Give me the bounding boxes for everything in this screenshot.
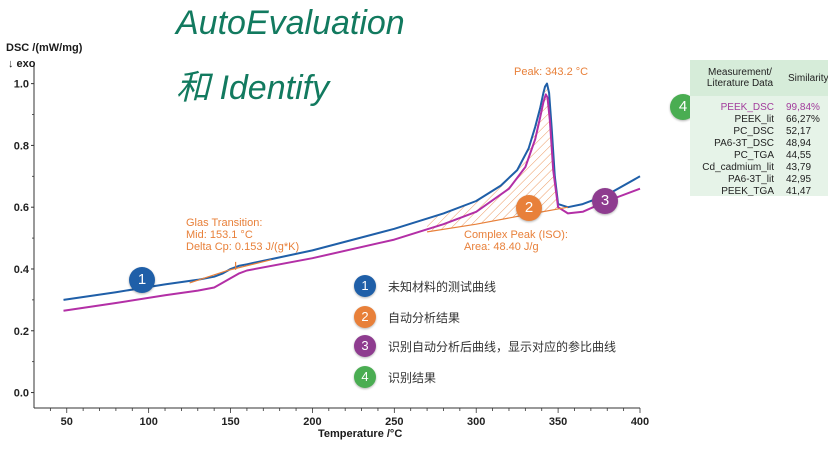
x-tick-label: 250	[385, 416, 403, 428]
legend-badge-3: 3	[354, 335, 376, 357]
glass-transition-mid: Mid: 153.1 °C	[186, 229, 253, 241]
row-value: 44,55	[786, 150, 812, 161]
similarity-table-header: Measurement/ Literature Data Similarity	[690, 60, 828, 96]
marker-3-badge: 3	[592, 188, 618, 214]
x-tick-label: 150	[221, 416, 239, 428]
legend-item-2: 2 自动分析结果	[354, 306, 460, 328]
legend-badge-2: 2	[354, 306, 376, 328]
y-tick-label: 0.0	[14, 388, 29, 400]
marker-2-badge: 2	[516, 195, 542, 221]
row-name: PA6-3T_lit	[728, 174, 774, 185]
x-tick-label: 300	[467, 416, 485, 428]
glass-transition-delta-cp: Delta Cp: 0.153 J/(g*K)	[186, 241, 300, 253]
row-value: 42,95	[786, 174, 812, 185]
reference-series-line	[63, 93, 641, 312]
row-value: 48,94	[786, 138, 812, 149]
similarity-row: PA6-3T_lit 42,95	[690, 174, 828, 186]
x-tick-label: 100	[139, 416, 157, 428]
y-tick-label: 1.0	[14, 79, 29, 91]
marker-1-badge: 1	[129, 267, 155, 293]
peak-area-hatch-layer	[427, 84, 568, 232]
row-value: 43,79	[786, 162, 812, 173]
axes: 0.0 0.2 0.4 0.6 0.8 1.0 50 100 150 200 250 300 350 40…	[14, 62, 649, 428]
y-axis-label: DSC /(mW/mg)	[6, 42, 83, 54]
row-value: 99,84%	[786, 102, 820, 113]
similarity-row: Cd_cadmium_lit 43,79	[690, 162, 828, 174]
y-tick-label: 0.4	[14, 264, 30, 276]
similarity-row: PA6-3T_DSC 48,94	[690, 138, 828, 150]
glass-transition-tangent	[189, 259, 272, 284]
legend-badge-4: 4	[354, 366, 376, 388]
complex-peak-title: Complex Peak (ISO):	[464, 229, 568, 241]
header-similarity: Similarity	[788, 73, 828, 84]
row-name: PC_TGA	[733, 150, 774, 161]
similarity-row: PC_TGA 44,55	[690, 150, 828, 162]
complex-peak-annotation: Complex Peak (ISO): Area: 48.40 J/g	[464, 229, 568, 253]
similarity-row: PEEK_lit 66,27%	[690, 114, 828, 126]
row-name: PEEK_lit	[734, 114, 774, 125]
title-identify: 和 Identify	[176, 69, 330, 107]
legend-item-1: 1 未知材料的测试曲线	[354, 275, 496, 297]
row-value: 66,27%	[786, 114, 820, 125]
legend-item-4: 4 识别结果	[354, 366, 436, 388]
y-tick-label: 0.2	[14, 326, 29, 338]
y-tick-label: 0.6	[14, 202, 29, 214]
row-name: PC_DSC	[733, 126, 774, 137]
exo-direction-label: ↓ exo	[8, 58, 36, 70]
legend-text-1: 未知材料的测试曲线	[388, 279, 497, 294]
glass-transition-title: Glas Transition:	[186, 217, 263, 229]
x-tick-label: 350	[549, 416, 567, 428]
x-axis-label: Temperature /°C	[318, 428, 403, 440]
row-name: PA6-3T_DSC	[714, 138, 774, 149]
similarity-row: PEEK_TGA 41,47	[690, 186, 828, 196]
baseline-series-line	[427, 206, 569, 233]
series-layer	[63, 82, 641, 312]
legend-text-3: 识别自动分析后曲线，显示对应的参比曲线	[388, 339, 617, 354]
row-value: 52,17	[786, 126, 812, 137]
legend-text-2: 自动分析结果	[388, 310, 461, 325]
legend-item-3: 3 识别自动分析后曲线，显示对应的参比曲线	[354, 335, 616, 357]
row-name: PEEK_DSC	[720, 102, 774, 113]
similarity-row: PEEK_DSC 99,84%	[690, 102, 828, 114]
complex-peak-area: Area: 48.40 J/g	[464, 241, 539, 253]
similarity-row: PC_DSC 52,17	[690, 126, 828, 138]
title-autoevaluation: AutoEvaluation	[176, 4, 405, 42]
peak-area-hatch	[427, 84, 568, 232]
similarity-table: Measurement/ Literature Data Similarity …	[690, 60, 828, 196]
legend-badge-1: 1	[354, 275, 376, 297]
x-tick-label: 50	[61, 416, 73, 428]
x-tick-label: 200	[303, 416, 321, 428]
row-value: 41,47	[786, 186, 812, 196]
x-tick-label: 400	[631, 416, 649, 428]
glass-transition-annotation: Glas Transition: Mid: 153.1 °C Delta Cp:…	[186, 217, 299, 253]
header-measurement: Measurement/ Literature Data	[706, 67, 774, 89]
peak-annotation: Peak: 343.2 °C	[514, 66, 589, 78]
row-name: Cd_cadmium_lit	[702, 162, 774, 173]
y-tick-label: 0.8	[14, 140, 29, 152]
legend-text-4: 识别结果	[388, 370, 437, 385]
row-name: PEEK_TGA	[721, 186, 774, 196]
